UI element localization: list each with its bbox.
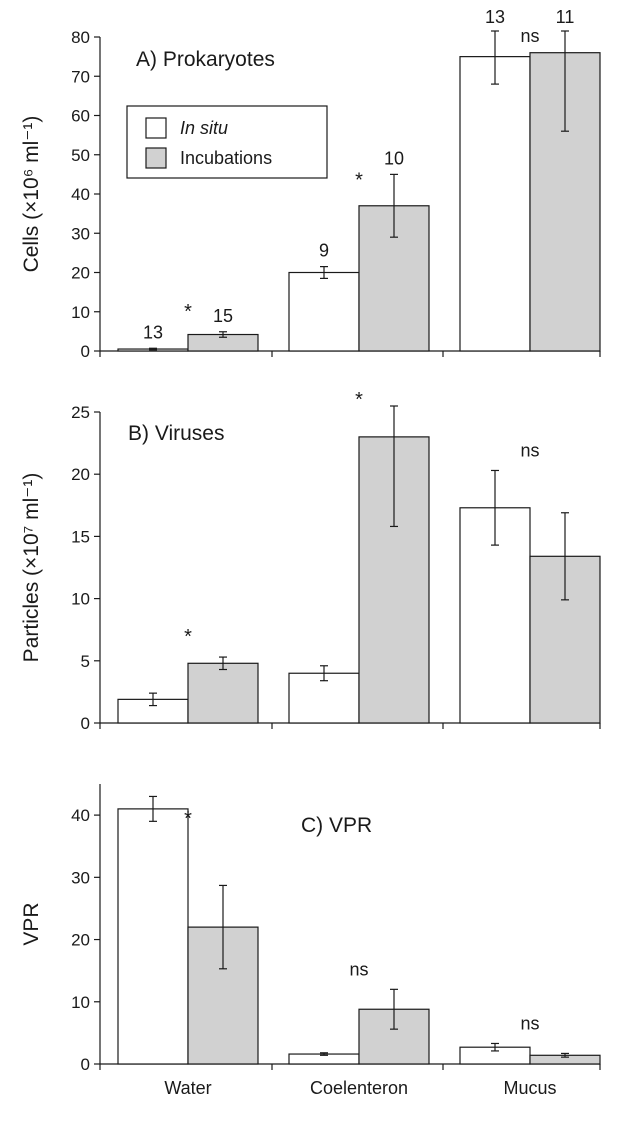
y-tick-label: 60 [71, 107, 90, 126]
y-tick-label: 20 [71, 264, 90, 283]
y-axis-label: Particles (×10⁷ ml⁻¹) [20, 473, 43, 663]
y-tick-label: 70 [71, 67, 90, 86]
y-tick-label: 10 [71, 303, 90, 322]
y-axis-label: VPR [20, 902, 43, 945]
sample-size-label: 15 [213, 306, 233, 326]
significance-marker: * [355, 169, 363, 191]
category-label-mucus: Mucus [503, 1078, 556, 1098]
category-label-water: Water [164, 1078, 211, 1098]
y-axis-label: Cells (×10⁶ ml⁻¹) [20, 116, 43, 273]
y-tick-label: 5 [81, 652, 90, 671]
y-tick-label: 15 [71, 527, 90, 546]
sample-size-label: 9 [319, 241, 329, 261]
y-tick-label: 10 [71, 993, 90, 1012]
y-tick-label: 20 [71, 465, 90, 484]
y-tick-label: 10 [71, 590, 90, 609]
significance-marker: ns [520, 26, 539, 46]
category-label-coelenteron: Coelenteron [310, 1078, 408, 1098]
bar-coelenteron-in-situ [288, 271, 360, 352]
panel-b: 0 5 10 15 20 25 Particles (×10⁷ ml⁻¹) B) Viruse… [20, 389, 601, 733]
panel-title: C) VPR [301, 814, 372, 837]
y-tick-label: 40 [71, 806, 90, 825]
legend-label: Incubations [180, 148, 272, 168]
y-tick-label: 50 [71, 146, 90, 165]
y-tick-label: 0 [81, 342, 90, 361]
significance-marker: * [184, 808, 192, 830]
sample-size-label: 13 [143, 322, 163, 342]
y-tick-label: 0 [81, 714, 90, 733]
legend-label: In situ [180, 118, 228, 138]
significance-marker: ns [520, 1013, 539, 1033]
y-tick-label: 80 [71, 28, 90, 47]
significance-marker: ns [349, 959, 368, 979]
significance-marker: * [355, 389, 363, 411]
y-tick-label: 25 [71, 403, 90, 422]
y-tick-label: 30 [71, 224, 90, 243]
panel-title: A) Prokaryotes [136, 48, 275, 71]
sample-size-label: 13 [485, 7, 505, 27]
legend: In situ Incubations [126, 105, 328, 179]
y-tick-label: 0 [81, 1055, 90, 1074]
significance-marker: * [184, 626, 192, 648]
panel-title: B) Viruses [128, 422, 224, 445]
bar-mucus-in-situ [459, 56, 531, 352]
bar-water-incubations [187, 662, 259, 724]
significance-marker: * [184, 301, 192, 323]
bar-water-in-situ [117, 808, 189, 1065]
sample-size-label: 10 [384, 148, 404, 168]
legend-swatch [145, 117, 167, 139]
y-tick-label: 20 [71, 931, 90, 950]
y-tick-label: 40 [71, 185, 90, 204]
legend-swatch [145, 147, 167, 169]
y-tick-label: 30 [71, 868, 90, 887]
panel-a: 0 10 20 30 40 50 60 70 80 Cells (×10⁶ ml⁻¹) A) Pro… [20, 7, 601, 361]
significance-marker: ns [520, 440, 539, 460]
panel-c: 0 10 20 30 40 VPR C) VPR * ns ns Water Coelenteron M… [20, 784, 601, 1098]
sample-size-label: 11 [556, 7, 575, 27]
